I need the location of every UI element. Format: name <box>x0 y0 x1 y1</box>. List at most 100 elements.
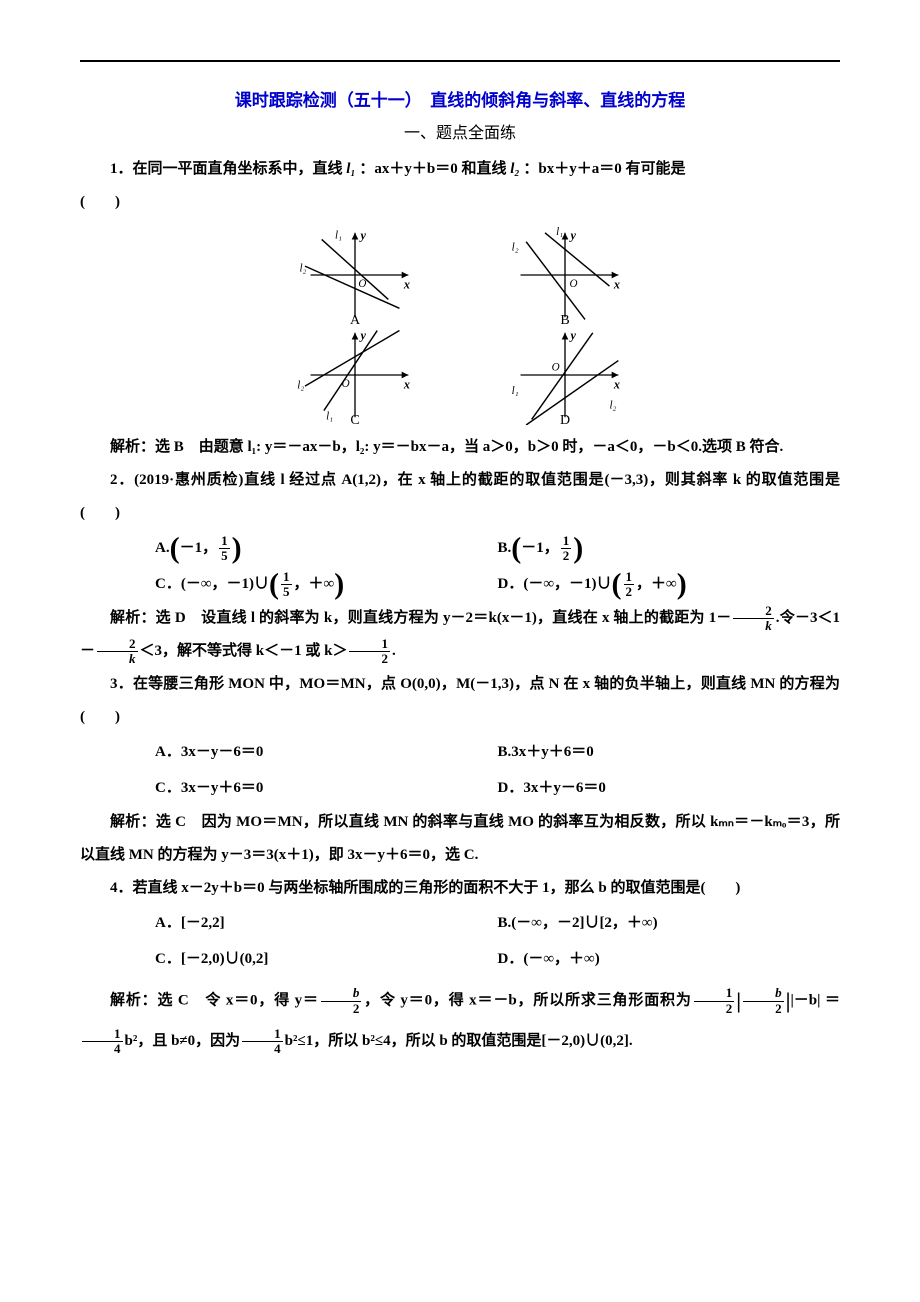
q2-optD-pre: D．(－∞，－1)∪ <box>498 576 612 592</box>
svg-text:x: x <box>613 277 620 291</box>
section-subtitle: 一、题点全面练 <box>80 119 840 143</box>
q2-optB-den: 2 <box>561 549 572 563</box>
q1-l2: l₂ <box>510 161 519 177</box>
q3-optB: B.3x＋y＋6＝0 <box>498 734 841 770</box>
q2-ans-f1d: k <box>733 619 774 633</box>
q4-stem: 4．若直线 x－2y＋b＝0 与两坐标轴所围成的三角形的面积不大于 1，那么 b… <box>80 872 840 905</box>
svg-text:O: O <box>358 278 366 290</box>
svg-text:y: y <box>359 228 367 242</box>
q2-optA-left: －1， <box>180 540 218 556</box>
q4-options-row2: C．[－2,0)∪(0,2] D．(－∞，＋∞) <box>155 941 840 977</box>
q2-ans-f3d: 2 <box>349 652 390 666</box>
q4-ans-mid1: ，令 y＝0，得 x＝－b，所以所求三角形面积为 <box>363 993 691 1009</box>
q2-optC: C．(－∞，－1)∪(15，＋∞) <box>155 566 498 602</box>
svg-text:l₂: l₂ <box>512 242 519 254</box>
diagram-C-label: C <box>350 413 359 429</box>
q2-optA-den: 5 <box>219 549 230 563</box>
q3-optD: D．3x＋y－6＝0 <box>498 770 841 806</box>
q1-text-3: ：bx＋y＋a＝0 有可能是 <box>523 161 685 177</box>
q2-optB: B.(－1，12) <box>498 530 841 566</box>
q4-f2n: 1 <box>694 986 735 1001</box>
q4-f1n: b <box>321 986 362 1001</box>
q2-options-row2: C．(－∞，－1)∪(15，＋∞) D．(－∞，－1)∪(12，＋∞) <box>155 566 840 602</box>
q2-ans-f2n: 2 <box>97 637 138 652</box>
q1-text-2: ：ax＋y＋b＝0 和直线 <box>359 161 510 177</box>
top-rule <box>80 60 840 62</box>
q4-f2d: 2 <box>694 1002 735 1016</box>
svg-text:O: O <box>569 278 577 290</box>
q1-answer: 解析：选 B 由题意 l₁: y＝－ax－b，l₂: y＝－bx－a，当 a＞0… <box>80 431 840 464</box>
q4-optB: B.(－∞，－2]∪[2，＋∞) <box>498 905 841 941</box>
diagram-B: x y O l₂ l₁ B <box>490 225 640 325</box>
q2-ans-tail: . <box>392 643 396 659</box>
svg-text:l₁: l₁ <box>335 229 342 241</box>
q1-l1: l₁ <box>346 161 355 177</box>
diagram-A: x y O x y O l₁ <box>280 225 430 325</box>
q4-optC: C．[－2,0)∪(0,2] <box>155 941 498 977</box>
q4-f4d: 4 <box>82 1042 123 1056</box>
q2-ans-f3n: 1 <box>349 637 390 652</box>
lesson-title: 课时跟踪检测（五十一） 直线的倾斜角与斜率、直线的方程 <box>80 86 840 111</box>
svg-text:l₁: l₁ <box>556 226 563 238</box>
q4-f4n: 1 <box>82 1027 123 1042</box>
q3-answer: 解析：选 C 因为 MO＝MN，所以直线 MN 的斜率与直线 MO 的斜率互为相… <box>80 806 840 872</box>
q4-abs-open: | <box>736 988 741 1013</box>
svg-text:y: y <box>569 328 577 342</box>
q3-stem: 3．在等腰三角形 MON 中，MO＝MN，点 O(0,0)，M(－1,3)，点 … <box>80 668 840 734</box>
q2-optB-left: －1， <box>521 540 559 556</box>
q4-optD: D．(－∞，＋∞) <box>498 941 841 977</box>
q1-paren: ( ) <box>80 186 840 219</box>
q2-options-row1: A.(－1，15) B.(－1，12) <box>155 530 840 566</box>
svg-text:l₂: l₂ <box>297 379 304 391</box>
q2-optB-num: 1 <box>561 534 572 549</box>
svg-text:O: O <box>552 362 560 374</box>
q3-options-row1: A．3x－y－6＝0 B.3x＋y＋6＝0 <box>155 734 840 770</box>
q2-ans-f1n: 2 <box>733 604 774 619</box>
svg-text:l₂: l₂ <box>609 399 616 411</box>
q3-optA: A．3x－y－6＝0 <box>155 734 498 770</box>
q2-optA-label: A. <box>155 540 170 556</box>
q4-ans-tail: b²≤1，所以 b²≤4，所以 b 的取值范围是[－2,0)∪(0,2]. <box>285 1033 633 1049</box>
diagram-D-label: D <box>560 413 570 429</box>
q2-optC-num: 1 <box>281 570 292 585</box>
diagram-C: x y O l₁ l₂ C <box>280 325 430 425</box>
q4-f3d: 2 <box>743 1002 784 1016</box>
svg-text:l₂: l₂ <box>299 263 306 275</box>
q4-optA: A．[－2,2] <box>155 905 498 941</box>
q2-optD-den: 2 <box>624 585 635 599</box>
q1-stem: 1．在同一平面直角坐标系中，直线 l₁ ：ax＋y＋b＝0 和直线 l₂ ：bx… <box>80 153 840 186</box>
page: { "colors": { "title": "#0000cc", "text"… <box>0 0 920 1302</box>
q2-optA-num: 1 <box>219 534 230 549</box>
svg-text:x: x <box>403 277 410 291</box>
q3-options-row2: C．3x－y＋6＝0 D．3x＋y－6＝0 <box>155 770 840 806</box>
q2-answer: 解析：选 D 设直线 l 的斜率为 k，则直线方程为 y－2＝k(x－1)，直线… <box>80 602 840 668</box>
diagram-D: x y O l₁ l₂ x y O <box>490 325 640 425</box>
svg-text:l₁: l₁ <box>326 410 333 422</box>
q3-optC: C．3x－y＋6＝0 <box>155 770 498 806</box>
svg-text:y: y <box>569 228 577 242</box>
q2-optD-tail: ，＋∞ <box>636 576 677 592</box>
q1-text-1: 1．在同一平面直角坐标系中，直线 <box>110 161 346 177</box>
q2-optB-label: B. <box>498 540 512 556</box>
q2-ans-pre: 解析：选 D 设直线 l 的斜率为 k，则直线方程为 y－2＝k(x－1)，直线… <box>110 610 731 626</box>
q2-ans-mid2: ＜3，解不等式得 k＜－1 或 k＞ <box>140 643 348 659</box>
q4-f1d: 2 <box>321 1002 362 1016</box>
q4-f5d: 4 <box>242 1042 283 1056</box>
q2-optD-num: 1 <box>624 570 635 585</box>
q2-stem: 2．(2019·惠州质检)直线 l 经过点 A(1,2)，在 x 轴上的截距的取… <box>80 464 840 530</box>
svg-text:l₁: l₁ <box>512 385 519 397</box>
q2-optD: D．(－∞，－1)∪(12，＋∞) <box>498 566 841 602</box>
q2-optC-tail: ，＋∞ <box>294 576 335 592</box>
q2-optC-den: 5 <box>281 585 292 599</box>
svg-text:x: x <box>403 377 410 391</box>
q4-ans-pre: 解析：选 C 令 x＝0，得 y＝ <box>110 993 319 1009</box>
q4-ans-mid3: b²，且 b≠0，因为 <box>125 1033 241 1049</box>
svg-text:x: x <box>613 377 620 391</box>
q4-ans-mid2: |－b| ＝ <box>790 993 840 1009</box>
q2-ans-f2d: k <box>97 652 138 666</box>
q4-options-row1: A．[－2,2] B.(－∞，－2]∪[2，＋∞) <box>155 905 840 941</box>
q2-optA: A.(－1，15) <box>155 530 498 566</box>
q2-optC-pre: C．(－∞，－1)∪ <box>155 576 269 592</box>
q4-answer: 解析：选 C 令 x＝0，得 y＝b2，令 y＝0，得 x＝－b，所以所求三角形… <box>80 977 840 1058</box>
q4-f3n: b <box>743 986 784 1001</box>
